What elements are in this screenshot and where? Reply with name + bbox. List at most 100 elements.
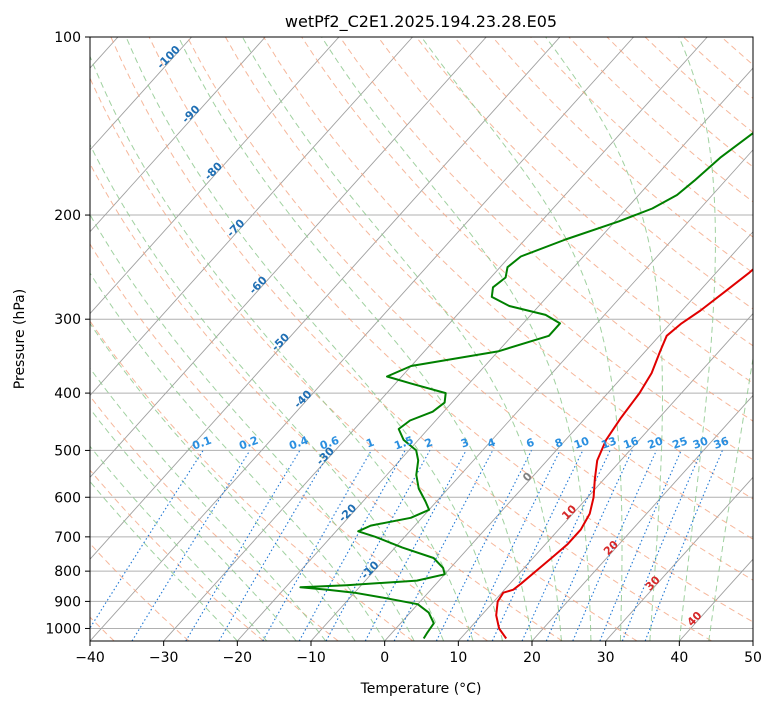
mixing-ratio-line-1 [131,450,251,641]
mixing-ratio-label: 0.4 [287,434,310,453]
x-tick-label: 0 [380,650,389,666]
moist-adiabat-40 [678,37,716,641]
isotherm--100 [90,37,192,151]
mixing-ratio-line-15 [599,450,682,641]
isotherm-label: -40 [291,387,314,410]
isotherm-10 [457,312,753,641]
dewpoint-profile [299,131,753,640]
x-tick-label: 10 [449,650,467,666]
x-tick-label: −10 [296,650,326,666]
mixing-ratio-label: 16 [622,434,641,452]
mixing-ratio-label: 6 [525,436,537,451]
moist-adiabat--20 [90,480,238,641]
y-tick-label: 600 [54,490,81,506]
isotherm-label-warm: 40 [685,609,705,629]
y-tick-label: 1000 [45,621,81,637]
moist-adiabat-16 [125,37,503,641]
isotherm-label: -80 [202,159,225,182]
moist-adiabat-36 [545,37,663,641]
mixing-ratio-line-5 [298,450,406,641]
moist-adiabat-44 [708,355,753,641]
moist-adiabat--4 [90,322,356,641]
x-tick-label: −30 [149,650,179,666]
y-axis: 100 200 300 400 500 600 700 800 900 1000 [45,30,90,637]
dry-adiabat-10 [90,243,488,641]
dry-adiabat-150 [530,37,753,238]
mixing-ratio-label: 20 [646,434,665,452]
y-tick-label: 100 [54,30,81,46]
isotherm-label: -90 [179,102,202,125]
isotherm-label: -50 [269,330,292,353]
dry-adiabat-0 [90,320,414,641]
moist-adiabat-24 [241,37,562,641]
mixing-ratio-line-11 [491,450,584,641]
isotherm--60 [90,37,487,478]
moist-adiabat--8 [90,367,327,641]
mixing-ratio-label: 13 [599,434,618,451]
isotherm-label: -60 [247,273,270,296]
dry-adiabat-210 [760,37,775,641]
dry-adiabat--10 [90,395,339,641]
x-tick-label: 30 [597,650,615,666]
mixing-ratio-label: 1.5 [392,434,415,453]
dry-adiabat-190 [682,37,753,100]
y-tick-label: 300 [54,312,81,328]
dry-adiabat-130 [453,37,753,310]
y-tick-label: 400 [54,386,81,402]
isotherm-label: -100 [154,43,183,72]
mixing-ratio-line-2 [185,450,301,641]
mixing-ratio-label: 8 [553,436,565,451]
isotherm-20 [531,394,753,641]
isotherm--10 [310,149,753,641]
isotherm--50 [90,37,561,560]
background-lines [90,37,775,641]
chart-title: wetPf2_C2E1.2025.194.23.28.E05 [285,12,557,32]
mixing-ratio-label: 4 [486,436,498,451]
x-tick-label: 50 [744,650,762,666]
dry-adiabat-50 [148,37,753,623]
mixing-ratio-line-7 [364,450,467,641]
x-tick-label: 20 [523,650,541,666]
temperature-profile [495,268,753,640]
moist-adiabat-32 [420,37,623,641]
moist-adiabat--12 [90,408,297,641]
dry-adiabat-70 [224,37,753,540]
mixing-ratio-line-17 [644,450,723,641]
mixing-ratio-line-9 [435,450,532,641]
mixing-ratio-label: 2 [423,436,435,451]
x-axis: −40 −30 −20 −10 0 10 20 30 40 50 [75,641,762,666]
plot-frame [89,36,754,642]
moist-adiabat-20 [178,37,533,641]
mixing-ratio-label: 0.2 [237,434,260,453]
isotherm-label-warm: 20 [601,538,621,558]
isotherm-30 [605,476,753,641]
moist-adiabat-0 [90,272,386,641]
isotherm--90 [90,37,266,233]
dry-adiabat-80 [263,37,753,500]
dry-adiabat--20 [90,469,264,641]
dry-adiabat-40 [110,37,712,641]
isotherm--40 [90,37,634,641]
y-tick-label: 700 [54,530,81,546]
dry-adiabat-200 [721,37,753,66]
moist-adiabat-8 [90,143,445,641]
moist-adiabat-4 [90,213,415,641]
mixing-ratio-label: 10 [572,434,591,452]
isotherm-50 [752,640,753,641]
mixing-ratio-label: 0.1 [190,434,213,453]
mixing-ratio-line-14 [572,450,657,641]
mixing-ratio-label: 36 [712,434,731,452]
y-axis-title: Pressure (hPa) [12,289,28,389]
isotherm--30 [163,37,708,641]
mixing-ratio-line-13 [545,450,633,641]
y-tick-label: 500 [54,443,81,459]
moist-adiabat--16 [90,445,268,641]
x-axis-title: Temperature (°C) [360,681,482,697]
mixing-ratio-line-10 [467,450,561,641]
x-tick-label: 40 [670,650,688,666]
y-tick-label: 200 [54,208,81,224]
dry-adiabat-110 [377,37,753,384]
line-labels: 0.1 0.2 0.4 0.6 1 1.5 2 3 4 6 8 10 13 16 20 25 30 36-100-… [154,43,731,629]
isotherm--80 [90,37,340,315]
